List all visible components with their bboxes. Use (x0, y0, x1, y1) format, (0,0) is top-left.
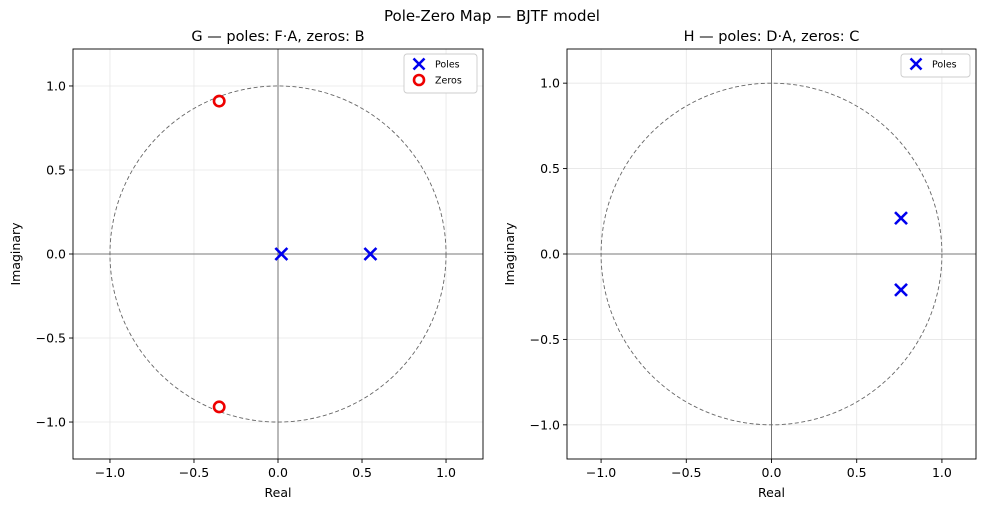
x-tick-label: 0.5 (352, 465, 372, 480)
legend-pole-icon (412, 57, 426, 71)
x-axis-label: Real (758, 485, 785, 500)
x-tick-label: −0.5 (179, 465, 209, 480)
y-tick-label: −1.0 (36, 415, 66, 430)
figure-title: Pole-Zero Map — BJTF model (384, 7, 600, 25)
legend-label: Poles (932, 60, 957, 71)
pole-marker-2-stroke-b (363, 247, 378, 261)
pole-marker-1 (274, 247, 289, 261)
zero-marker-2 (212, 400, 226, 414)
legend-pole-icon-stroke-b (909, 57, 923, 71)
x-tick-label: 0.0 (762, 465, 782, 480)
unit-circle (109, 85, 447, 423)
x-tick-label: 0.0 (268, 465, 288, 480)
subplot-title: H — poles: D·A, zeros: C (684, 29, 860, 45)
subplot-title: G — poles: F·A, zeros: B (191, 29, 364, 45)
subplot-2: −1.0 −0.5 0.0 0.5 1.0 −1.0 −0.5 0.0 0.5 1.0 Real Im… (502, 29, 977, 500)
plot-area (567, 49, 976, 459)
pole-marker-1-stroke-b (274, 247, 289, 261)
y-axis-label: Imaginary (8, 222, 23, 286)
legend-label: Zeros (435, 76, 462, 87)
y-tick-label: −0.5 (36, 331, 66, 346)
y-tick-label: 0.0 (46, 247, 66, 262)
legend-box (900, 53, 971, 78)
x-axis-label: Real (265, 485, 292, 500)
legend: Poles Zeros (403, 53, 478, 94)
legend: Poles (900, 53, 971, 78)
pole-marker-2-stroke-b (894, 282, 908, 297)
pole-marker-1 (894, 211, 908, 226)
legend-pole-icon (909, 57, 923, 71)
pole-marker-2 (363, 247, 378, 261)
legend-zero-icon (412, 73, 426, 87)
x-tick-label: 1.0 (436, 465, 456, 480)
x-tick-label: 1.0 (932, 465, 952, 480)
x-tick-label: −0.5 (671, 465, 701, 480)
y-tick-label: 0.0 (540, 247, 560, 262)
unit-circle (600, 82, 943, 426)
x-tick-label: 0.5 (847, 465, 867, 480)
y-axis-label: Imaginary (502, 222, 517, 286)
subplot-1: −1.0 −0.5 0.0 0.5 1.0 −1.0 −0.5 0.0 0.5 1.0 Real Im… (8, 29, 484, 500)
x-tick-label: −1.0 (95, 465, 125, 480)
plot-area (73, 49, 483, 459)
y-tick-label: −1.0 (530, 417, 560, 432)
x-tick-label: −1.0 (586, 465, 616, 480)
pole-marker-1-stroke-b (894, 211, 908, 226)
y-tick-label: 0.5 (540, 161, 560, 176)
legend-pole-icon-stroke-b (412, 57, 426, 71)
legend-label: Poles (435, 60, 460, 71)
y-tick-label: −0.5 (530, 332, 560, 347)
zero-marker-1 (212, 94, 226, 108)
y-tick-label: 0.5 (46, 162, 66, 177)
y-tick-label: 1.0 (46, 78, 66, 93)
y-tick-label: 1.0 (540, 76, 560, 91)
pole-marker-2 (894, 282, 908, 297)
